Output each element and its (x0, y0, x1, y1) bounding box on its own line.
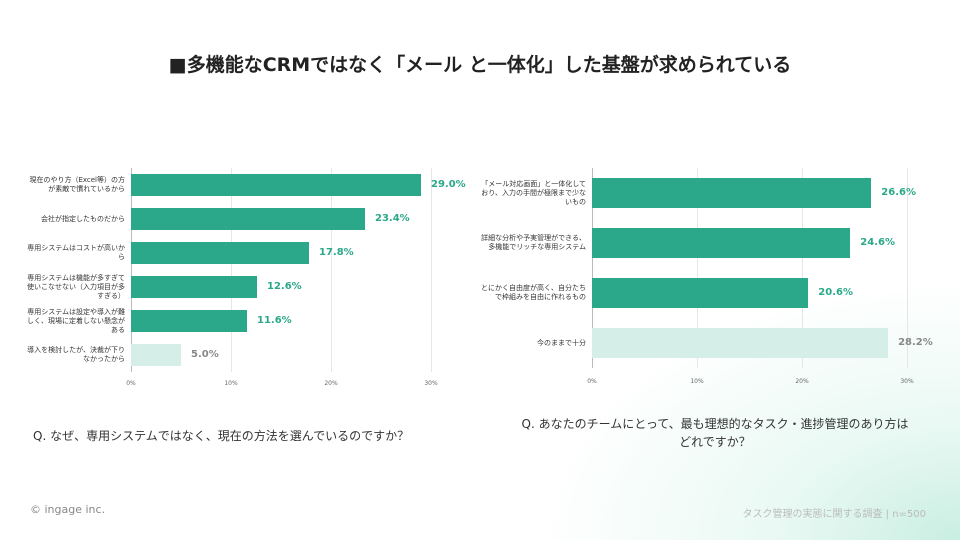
category-label: 会社が指定したものだから (41, 214, 125, 223)
chart-caption: Q. なぜ、専用システムではなく、現在の方法を選んでいるのですか？ (33, 429, 410, 443)
value-label: 26.6% (881, 187, 916, 198)
category-label: とにかく自由度が高く、自分たちで枠組みを自由に作れるもの (481, 284, 586, 301)
bar (592, 178, 872, 208)
footer-right: タスク管理の実態に関する調査 | n=500 (742, 509, 926, 520)
grid-line (431, 168, 432, 372)
bar (131, 207, 365, 231)
category-label: 現在のやり方（Excel等）の方が素敵で慣れているから (29, 176, 125, 193)
bar (131, 241, 309, 265)
x-tick-label: 10% (690, 378, 704, 385)
category-label: 「メール対応画面」と一体化しており、入力の手間が極限まで少ないもの (481, 179, 586, 206)
x-tick-label: 0% (126, 380, 136, 387)
grid-line (697, 168, 698, 368)
category-label: 専用システムはコストが高いから (27, 244, 125, 261)
value-label: 17.8% (319, 247, 354, 258)
bar (131, 309, 247, 333)
x-tick-label: 0% (587, 378, 597, 385)
value-label: 24.6% (860, 237, 895, 248)
slide-title: ■多機能なCRMではなく「メール と一体化」した基盤が求められている (168, 54, 792, 76)
category-label: 専用システムは機能が多すぎて使いこなせない（入力項目が多すぎる） (27, 273, 125, 300)
chart-caption: Q. あなたのチームにとって、最も理想的なタスク・進捗管理のあり方はどれですか？ (521, 417, 909, 449)
bar (592, 328, 889, 358)
x-tick-label: 20% (795, 378, 809, 385)
grid-line (907, 168, 908, 368)
value-label: 12.6% (267, 281, 302, 292)
category-label: 専用システムは設定や導入が難しく、現場に定着しない懸念がある (27, 307, 125, 334)
value-label: 23.4% (375, 213, 410, 224)
bar (592, 278, 809, 308)
value-label: 20.6% (818, 287, 853, 298)
value-label: 29.0% (431, 179, 466, 190)
category-label: 詳細な分析や予実管理ができる、多機能でリッチな専用システム (481, 234, 586, 251)
x-tick-label: 10% (224, 380, 238, 387)
grid-line (231, 168, 232, 372)
axis-line (592, 168, 593, 368)
x-tick-label: 30% (900, 378, 914, 385)
footer-left: © ingage inc. (30, 503, 106, 516)
value-label: 5.0% (191, 349, 219, 360)
x-tick-label: 20% (324, 380, 338, 387)
grid-line (331, 168, 332, 372)
bar (131, 173, 421, 197)
category-label: 今のままで十分 (537, 338, 586, 347)
grid-line (802, 168, 803, 368)
bar (592, 228, 851, 258)
value-label: 11.6% (257, 315, 292, 326)
value-label: 28.2% (898, 337, 933, 348)
bar (131, 275, 257, 299)
x-tick-label: 30% (424, 380, 438, 387)
category-label: 導入を検討したが、決裁が下りなかったから (27, 346, 125, 363)
bar (131, 343, 181, 367)
axis-line (131, 168, 132, 372)
